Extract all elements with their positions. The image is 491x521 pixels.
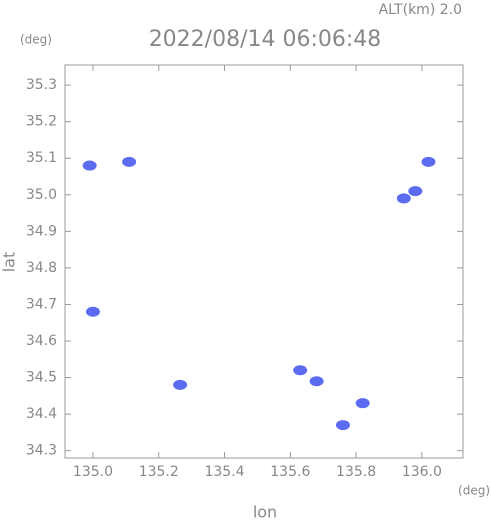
echo — [355, 398, 370, 409]
echo — [396, 193, 411, 204]
x-tick-label: 135.0 — [73, 464, 113, 480]
echo — [122, 156, 137, 167]
x-tick-label: 135.2 — [139, 464, 179, 480]
echo — [293, 365, 308, 376]
y-tick-label: 35.2 — [26, 114, 57, 130]
x-tick-label: 135.8 — [336, 464, 376, 480]
y-axis-label: lat — [0, 252, 19, 273]
y-tick-label: 34.6 — [26, 333, 57, 349]
y-tick-label: 34.8 — [26, 260, 57, 276]
echo — [421, 156, 436, 167]
y-tick-label: 34.9 — [26, 223, 57, 239]
altitude-label: ALT(km) 2.0 — [379, 2, 462, 18]
x-tick-label: 136.0 — [402, 464, 442, 480]
echo — [173, 379, 188, 390]
echo — [309, 376, 324, 387]
y-tick-label: 35.1 — [26, 150, 57, 166]
y-tick-label: 34.7 — [26, 296, 57, 312]
x-tick-label: 135.6 — [270, 464, 310, 480]
y-tick-label: 35.0 — [26, 187, 57, 203]
chart-title: 2022/08/14 06:06:48 — [149, 27, 382, 52]
y-tick-label: 34.3 — [26, 443, 57, 459]
x-unit: (deg) — [458, 484, 490, 498]
y-tick-label: 34.4 — [26, 406, 57, 422]
echo — [408, 186, 423, 197]
echo — [85, 306, 100, 317]
y-tick-label: 34.5 — [26, 370, 57, 386]
x-tick-label: 135.4 — [204, 464, 244, 480]
echo — [82, 160, 97, 171]
echo — [335, 420, 350, 431]
y-unit: (deg) — [20, 33, 52, 47]
y-tick-label: 35.3 — [26, 77, 57, 93]
plot-frame — [64, 64, 464, 459]
x-axis-label: lon — [253, 503, 277, 521]
